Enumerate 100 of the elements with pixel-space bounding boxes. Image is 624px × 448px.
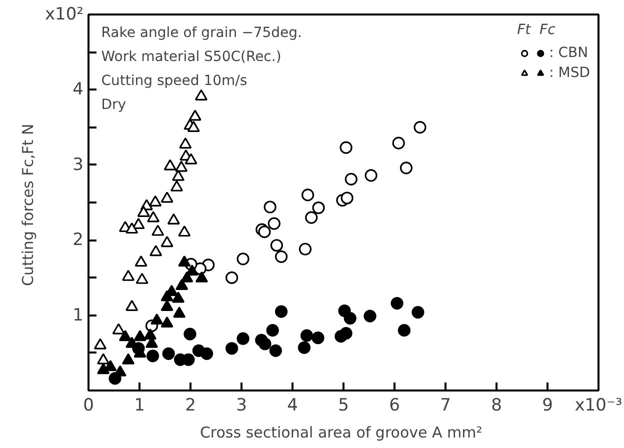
point [146, 350, 160, 362]
x-tick-label: 6 [389, 396, 400, 416]
point [126, 222, 138, 234]
point [132, 218, 145, 230]
point [126, 300, 138, 312]
point [150, 244, 162, 256]
y-tick-label: 1 [72, 305, 84, 326]
x-tick-label: 3 [236, 396, 247, 416]
x-tick-label: 1 [134, 396, 145, 416]
point [122, 353, 135, 364]
x-tick-label: 4 [287, 396, 298, 416]
text: x10² [44, 4, 84, 24]
point [274, 305, 288, 318]
x-tick-label: 0 [83, 396, 94, 416]
point [268, 217, 280, 230]
text: x10⁻³ [574, 396, 622, 416]
point [160, 316, 174, 328]
point [179, 137, 192, 149]
point [134, 256, 148, 267]
point [298, 341, 311, 354]
point [172, 170, 185, 181]
point [364, 169, 378, 182]
x-tick-label: 5 [338, 396, 349, 416]
point [134, 330, 146, 342]
point [118, 330, 132, 342]
annotation: Dry [101, 97, 126, 114]
point [184, 153, 198, 164]
point [178, 225, 191, 237]
point [274, 250, 288, 263]
legend-label: : MSD [549, 65, 590, 81]
point [298, 242, 312, 256]
point [152, 224, 164, 236]
point [136, 272, 148, 284]
point [300, 329, 314, 342]
point [195, 271, 208, 282]
point [172, 292, 185, 303]
point [167, 213, 180, 225]
point [312, 332, 324, 344]
point [160, 236, 174, 248]
point [180, 271, 194, 282]
point [398, 324, 410, 337]
point [112, 323, 125, 334]
x-tick-label: 9 [542, 396, 553, 416]
y-tick-label: 3 [72, 154, 84, 175]
point [390, 296, 404, 310]
x-tick-label: 2 [185, 396, 196, 416]
point [170, 180, 184, 192]
point [194, 89, 208, 100]
point [340, 192, 354, 204]
point [340, 327, 352, 340]
x-tick-label: 8 [491, 396, 502, 416]
point [187, 120, 200, 132]
point [414, 121, 426, 134]
point [160, 192, 174, 203]
point [160, 290, 174, 302]
point [412, 306, 424, 319]
point [226, 271, 238, 284]
point [258, 338, 272, 350]
point [236, 252, 250, 266]
x-axis-title: Cross sectional area of groove A mm² [200, 424, 482, 442]
point [266, 324, 279, 337]
point [258, 226, 271, 238]
point [172, 306, 186, 318]
point [164, 159, 176, 170]
point [184, 328, 196, 340]
point [176, 278, 188, 290]
point [364, 310, 376, 322]
y-tick-label: 4 [72, 80, 84, 100]
point [162, 347, 175, 360]
point [264, 200, 276, 214]
point [178, 256, 191, 267]
point [94, 338, 107, 350]
point [270, 239, 283, 252]
point [96, 353, 110, 364]
annotation: Work material S50C(Rec.) [101, 48, 282, 65]
x-tick-label: 7 [440, 396, 451, 416]
point [150, 313, 164, 325]
point [305, 211, 318, 224]
point [192, 344, 205, 357]
point [344, 312, 356, 325]
point [269, 344, 282, 357]
point [312, 201, 325, 214]
point [226, 342, 238, 355]
point [149, 195, 162, 206]
point [137, 206, 150, 218]
point [160, 300, 174, 312]
legend-label: : CBN [549, 45, 588, 61]
annotation: Cutting speed 10m/s [101, 72, 248, 89]
annotation: Rake angle of grain −75deg. [101, 24, 302, 41]
point [392, 136, 405, 150]
point [122, 270, 135, 281]
point [188, 110, 202, 121]
point [400, 162, 413, 174]
legend-title: Ft Fc [517, 22, 556, 38]
y-axis-title: Cutting forces Fc,Ft N [18, 124, 37, 286]
point [340, 141, 352, 154]
y-tick-label: 2 [72, 230, 84, 250]
point [175, 160, 188, 172]
point [302, 188, 314, 202]
point [236, 332, 250, 345]
